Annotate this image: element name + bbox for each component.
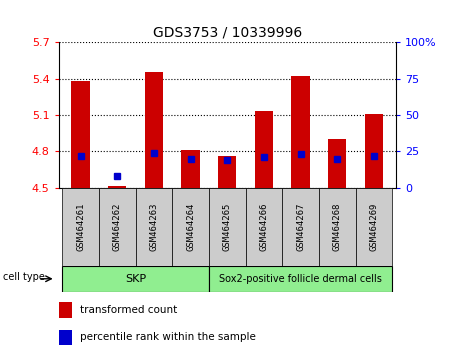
Bar bbox=[292, 76, 310, 188]
Bar bbox=[209, 266, 392, 292]
Text: GSM464269: GSM464269 bbox=[369, 202, 378, 251]
Bar bbox=[62, 188, 99, 266]
Text: Sox2-positive follicle dermal cells: Sox2-positive follicle dermal cells bbox=[219, 274, 382, 284]
Text: GSM464266: GSM464266 bbox=[260, 202, 269, 251]
Text: percentile rank within the sample: percentile rank within the sample bbox=[81, 332, 256, 342]
Bar bbox=[58, 302, 72, 318]
Text: GSM464262: GSM464262 bbox=[112, 202, 122, 251]
Bar bbox=[255, 112, 273, 188]
Bar bbox=[172, 188, 209, 266]
Bar bbox=[319, 188, 356, 266]
Bar bbox=[145, 72, 163, 188]
Text: GSM464265: GSM464265 bbox=[223, 202, 232, 251]
Bar bbox=[108, 187, 126, 188]
Bar bbox=[181, 150, 200, 188]
Bar bbox=[282, 188, 319, 266]
Text: GSM464261: GSM464261 bbox=[76, 202, 85, 251]
Bar bbox=[135, 188, 172, 266]
Title: GDS3753 / 10339996: GDS3753 / 10339996 bbox=[153, 26, 302, 40]
Bar bbox=[218, 156, 236, 188]
Text: GSM464263: GSM464263 bbox=[149, 202, 158, 251]
Bar bbox=[328, 139, 346, 188]
Bar bbox=[72, 81, 90, 188]
Bar bbox=[365, 114, 383, 188]
Bar bbox=[209, 188, 246, 266]
Bar bbox=[58, 330, 72, 345]
Bar bbox=[99, 188, 135, 266]
Text: SKP: SKP bbox=[125, 274, 146, 284]
Text: cell type: cell type bbox=[3, 273, 45, 282]
Text: GSM464267: GSM464267 bbox=[296, 202, 305, 251]
Bar bbox=[356, 188, 392, 266]
Bar bbox=[246, 188, 282, 266]
Text: GSM464268: GSM464268 bbox=[333, 202, 342, 251]
Text: GSM464264: GSM464264 bbox=[186, 202, 195, 251]
Bar bbox=[62, 266, 209, 292]
Text: transformed count: transformed count bbox=[81, 305, 178, 315]
